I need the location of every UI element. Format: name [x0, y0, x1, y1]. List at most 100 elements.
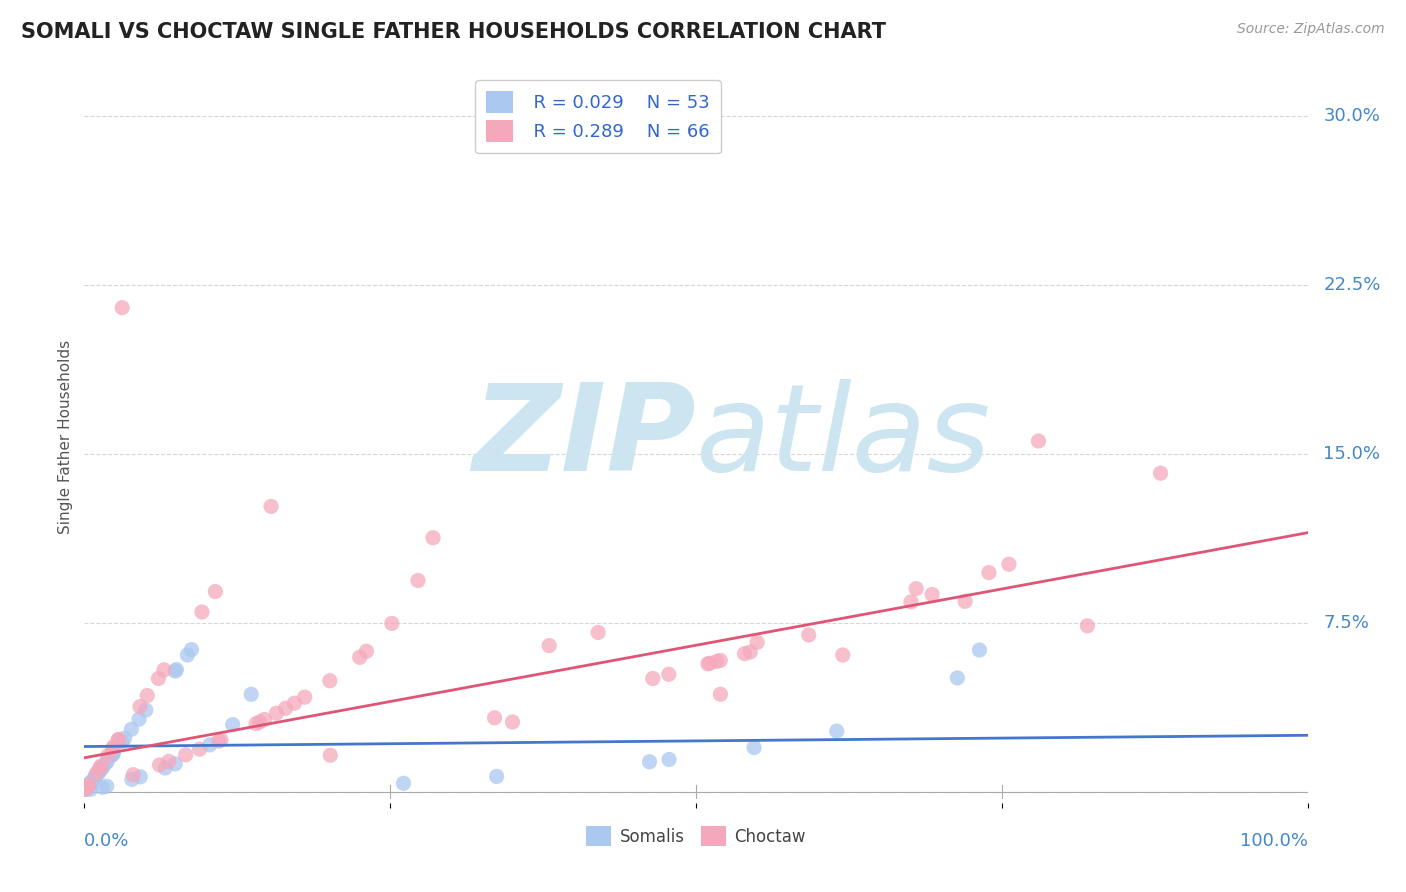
Point [80, 775, 103, 789]
Point [422, 531, 444, 545]
Point [76, 780, 98, 794]
Point [900, 595, 922, 609]
Point [73, 782, 96, 797]
Point [1028, 434, 1050, 448]
Point [349, 650, 371, 665]
Point [101, 747, 124, 761]
Point [240, 687, 263, 701]
Point [79, 778, 101, 792]
Point [75, 781, 97, 796]
Point [709, 687, 731, 701]
Point [129, 699, 152, 714]
Point [797, 628, 820, 642]
Point [658, 667, 681, 681]
Point [706, 655, 728, 669]
Point [75, 782, 97, 797]
Point [153, 663, 176, 677]
Y-axis label: Single Father Households: Single Father Households [58, 340, 73, 534]
Point [586, 625, 609, 640]
Point [825, 724, 848, 739]
Point [80, 775, 103, 789]
Point [381, 616, 404, 631]
Point [207, 734, 229, 748]
Point [266, 706, 288, 721]
Point [969, 643, 991, 657]
Point [165, 664, 187, 678]
Point [742, 740, 765, 755]
Point [84, 766, 107, 780]
Point [165, 756, 187, 771]
Point [699, 657, 721, 671]
Point [188, 742, 211, 756]
Point [209, 733, 232, 747]
Point [79, 778, 101, 792]
Point [90, 759, 112, 773]
Point [87, 765, 110, 780]
Point [283, 696, 305, 710]
Point [176, 648, 198, 662]
Point [96, 756, 118, 770]
Point [204, 584, 226, 599]
Point [97, 748, 120, 763]
Text: ZIP: ZIP [472, 378, 696, 496]
Point [221, 717, 243, 731]
Point [129, 770, 152, 784]
Legend: Somalis, Choctaw: Somalis, Choctaw [579, 820, 813, 853]
Point [79, 776, 101, 790]
Text: 7.5%: 7.5% [1323, 614, 1369, 632]
Text: 30.0%: 30.0% [1323, 107, 1381, 126]
Point [90, 762, 112, 776]
Point [180, 642, 202, 657]
Text: 100.0%: 100.0% [1240, 832, 1308, 850]
Point [128, 712, 150, 726]
Point [740, 645, 762, 659]
Point [84, 770, 107, 784]
Point [107, 732, 129, 747]
Point [921, 587, 943, 601]
Point [77, 779, 100, 793]
Point [977, 566, 1000, 580]
Point [91, 760, 114, 774]
Point [103, 739, 125, 754]
Point [96, 755, 118, 769]
Point [114, 731, 136, 746]
Point [148, 758, 170, 772]
Point [122, 768, 145, 782]
Point [101, 747, 124, 762]
Point [79, 777, 101, 791]
Point [638, 755, 661, 769]
Point [484, 711, 506, 725]
Point [165, 663, 187, 677]
Point [121, 772, 143, 787]
Point [111, 734, 134, 748]
Point [198, 738, 221, 752]
Point [153, 761, 176, 775]
Point [148, 672, 170, 686]
Point [905, 582, 928, 596]
Point [84, 771, 107, 785]
Point [538, 639, 561, 653]
Point [120, 723, 142, 737]
Point [136, 689, 159, 703]
Point [174, 747, 197, 762]
Point [953, 594, 976, 608]
Point [75, 782, 97, 797]
Point [107, 732, 129, 747]
Text: SOMALI VS CHOCTAW SINGLE FATHER HOUSEHOLDS CORRELATION CHART: SOMALI VS CHOCTAW SINGLE FATHER HOUSEHOL… [21, 22, 886, 42]
Point [79, 776, 101, 790]
Point [103, 746, 125, 760]
Point [157, 755, 180, 769]
Text: 15.0%: 15.0% [1323, 445, 1381, 463]
Point [75, 782, 97, 797]
Point [294, 690, 316, 705]
Point [319, 748, 342, 763]
Point [946, 671, 969, 685]
Point [406, 574, 429, 588]
Point [1149, 466, 1171, 480]
Point [111, 301, 134, 315]
Point [747, 635, 769, 649]
Text: 0.0%: 0.0% [84, 832, 129, 850]
Point [658, 752, 681, 766]
Text: atlas: atlas [696, 378, 991, 496]
Point [77, 779, 100, 793]
